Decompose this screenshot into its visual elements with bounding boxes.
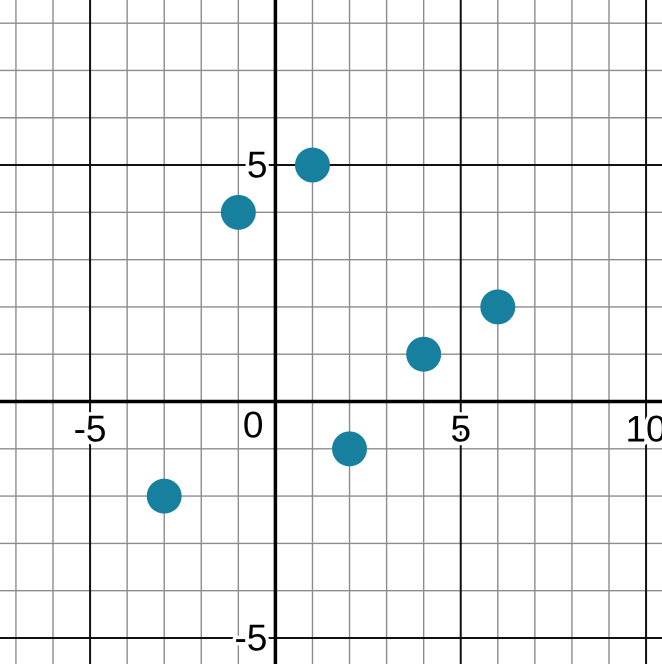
x-tick-label: 10 bbox=[625, 409, 662, 450]
data-point[interactable] bbox=[146, 478, 182, 514]
x-tick-label-origin: 0 bbox=[243, 405, 264, 446]
x-tick-label: -5 bbox=[74, 409, 107, 450]
data-point[interactable] bbox=[406, 336, 442, 372]
x-tick-label: 5 bbox=[450, 409, 471, 450]
y-tick-label: 5 bbox=[247, 145, 268, 186]
data-points bbox=[146, 147, 516, 514]
data-point[interactable] bbox=[480, 289, 516, 325]
axis-tick-labels: -5 0 5 10 5 -5 bbox=[70, 141, 662, 662]
y-tick-label: -5 bbox=[234, 617, 267, 658]
data-point[interactable] bbox=[220, 194, 256, 230]
data-point[interactable] bbox=[332, 431, 368, 467]
data-point[interactable] bbox=[294, 147, 330, 183]
